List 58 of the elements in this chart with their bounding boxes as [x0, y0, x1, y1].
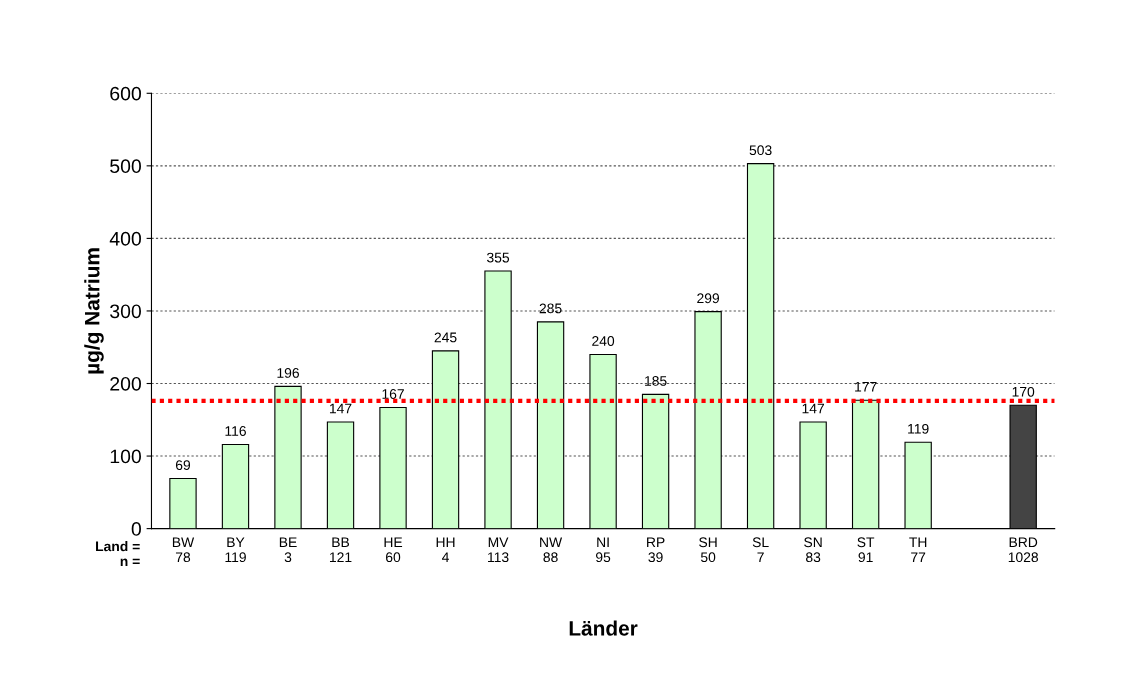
x-tick-label: SN 83 — [804, 537, 822, 563]
bar — [536, 321, 565, 529]
y-tick-label: 400 — [109, 231, 141, 246]
x-axis-title: Länder — [569, 620, 638, 636]
data-label: 240 — [592, 336, 615, 346]
data-label: 285 — [539, 303, 562, 314]
bar — [694, 311, 722, 529]
y-tick-label: 300 — [110, 304, 141, 319]
bar — [746, 163, 775, 529]
x-tick-label: BE 3 — [279, 537, 297, 563]
data-label: 177 — [855, 381, 877, 392]
y-tick-label: 100 — [110, 449, 141, 464]
bar — [379, 406, 407, 529]
data-label: 355 — [486, 252, 510, 263]
y-tick-label: 0 — [131, 522, 141, 536]
x-tick-label: HH 4 — [436, 537, 455, 562]
data-label: 170 — [1012, 386, 1035, 397]
data-label: 116 — [225, 426, 246, 436]
x-tick-label: RP 39 — [647, 537, 665, 563]
bar — [1009, 404, 1037, 529]
x-tick-label: BRD 1028 — [1008, 537, 1039, 563]
data-label: 299 — [697, 293, 720, 304]
bar — [484, 270, 512, 529]
x-tick-label: SH 50 — [699, 537, 717, 563]
bar — [904, 441, 932, 529]
x-tick-label: SL 7 — [752, 537, 769, 562]
bar — [169, 477, 197, 529]
data-label: 69 — [175, 460, 191, 470]
x-tick-label: NI 95 — [596, 537, 611, 563]
y-tick-label: 200 — [110, 376, 141, 391]
bar — [274, 385, 302, 529]
x-tick-label: ST 91 — [857, 537, 875, 563]
x-tick-label: TH 77 — [909, 537, 927, 562]
data-label: 185 — [645, 376, 667, 386]
x-tick-label: NW 88 — [540, 537, 563, 563]
y-axis-title: µg/g Natrium — [84, 248, 104, 374]
data-label: 147 — [329, 403, 352, 414]
x-tick-label: BY 119 — [225, 537, 246, 563]
data-label: 503 — [749, 145, 772, 156]
y-tick-label: 600 — [110, 86, 141, 101]
data-label: 167 — [382, 389, 404, 399]
bar — [221, 443, 250, 529]
bar — [799, 421, 827, 529]
bar — [431, 350, 460, 529]
y-tick-label: 500 — [110, 159, 141, 174]
bar — [851, 399, 880, 529]
x-tick-label: BB 121 — [329, 537, 352, 562]
bar — [326, 421, 355, 529]
data-label: 147 — [802, 403, 825, 414]
text: Land = n = — [96, 541, 140, 567]
data-label: 196 — [277, 368, 299, 378]
x-tick-label: MV 113 — [488, 537, 509, 563]
data-label: 119 — [908, 423, 929, 434]
x-tick-label: BW 78 — [172, 537, 195, 563]
bar — [641, 393, 670, 529]
data-label: 245 — [434, 332, 457, 343]
bar — [589, 353, 617, 529]
x-tick-label: HE 60 — [384, 537, 403, 563]
